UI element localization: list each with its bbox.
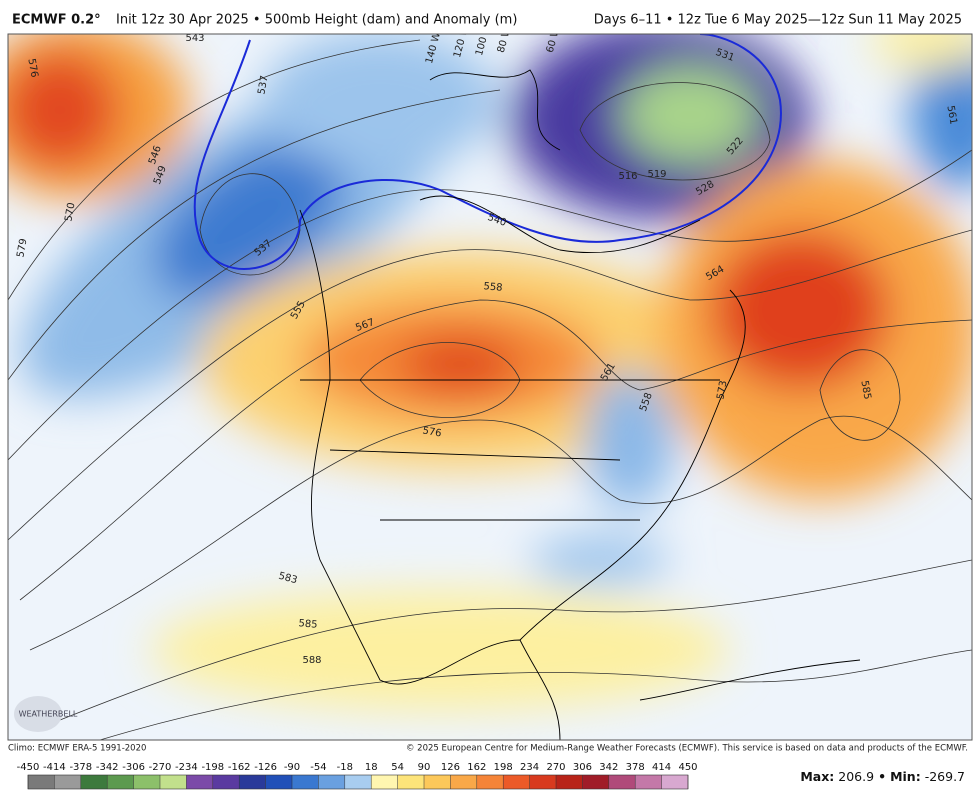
contour-label: 558 xyxy=(483,281,503,294)
colorbar-tick-label: -306 xyxy=(122,762,145,773)
stat-part: -269.7 xyxy=(925,769,965,784)
logo-text: WEATHERBELL xyxy=(19,710,78,719)
colorbar-tick-label: -342 xyxy=(96,762,119,773)
climo-note: Climo: ECMWF ERA-5 1991-2020 xyxy=(8,744,146,754)
colorbar-tick-label: 90 xyxy=(418,762,431,773)
colorbar-swatch xyxy=(556,775,583,789)
colorbar-tick-label: -54 xyxy=(310,762,326,773)
colorbar-tick-label: -18 xyxy=(337,762,353,773)
colorbar-swatch xyxy=(239,775,266,789)
stat-part: • xyxy=(878,769,886,784)
colorbar-swatch xyxy=(292,775,319,789)
contour-label: 573 xyxy=(715,380,729,401)
colorbar-tick-label: -162 xyxy=(228,762,251,773)
colorbar-tick-label: 162 xyxy=(467,762,486,773)
colorbar-tick-label: -378 xyxy=(69,762,92,773)
contour-label: 561 xyxy=(944,105,958,126)
colorbar-tick-label: -198 xyxy=(201,762,224,773)
contour-label: 537 xyxy=(256,75,270,96)
colorbar-tick-label: -270 xyxy=(149,762,172,773)
colorbar-swatch xyxy=(371,775,398,789)
contour-label: 519 xyxy=(647,169,666,180)
contour-label: 585 xyxy=(858,380,872,401)
colorbar-tick-label: -414 xyxy=(43,762,66,773)
colorbar-swatch xyxy=(28,775,55,789)
colorbar-swatch xyxy=(107,775,134,789)
map-subtitle: Init 12z 30 Apr 2025 • 500mb Height (dam… xyxy=(116,13,517,28)
map-frame xyxy=(7,33,973,741)
colorbar-swatch xyxy=(133,775,160,789)
colorbar-swatch xyxy=(503,775,530,789)
colorbar-swatch xyxy=(608,775,636,789)
contour-label: 583 xyxy=(277,571,298,587)
colorbar-swatch xyxy=(186,775,213,789)
colorbar-swatch xyxy=(80,775,108,789)
colorbar-tick-label: 126 xyxy=(441,762,460,773)
colorbar-tick-label: 378 xyxy=(626,762,645,773)
colorbar-tick-label: 18 xyxy=(365,762,378,773)
colorbar: -450 -414 -378 -342 -306 -270 -234 -198 -162 -126… xyxy=(17,762,698,790)
colorbar-swatch xyxy=(344,775,372,789)
colorbar-swatch xyxy=(265,775,292,789)
contour-label: 543 xyxy=(185,33,204,44)
valid-period: Days 6–11 • 12z Tue 6 May 2025—12z Sun 1… xyxy=(594,13,962,28)
colorbar-tick-label: 270 xyxy=(546,762,565,773)
stat-part: Max: xyxy=(800,769,834,784)
colorbar-swatch xyxy=(529,775,556,789)
colorbar-tick-label: 342 xyxy=(599,762,618,773)
colorbar-swatch xyxy=(635,775,662,789)
map: 5435765495465705795375375555675585405315… xyxy=(8,33,972,740)
colorbar-tick-label: 306 xyxy=(573,762,592,773)
colorbar-swatch xyxy=(450,775,477,789)
contour-label: 576 xyxy=(422,425,443,439)
colorbar-swatch xyxy=(424,775,451,789)
max-min-stats: Max: 206.9 • Min: -269.7 xyxy=(800,769,965,784)
colorbar-tick-label: -450 xyxy=(17,762,40,773)
colorbar-swatch xyxy=(661,775,688,789)
coastlines xyxy=(299,69,861,740)
contour-label: 585 xyxy=(298,618,318,631)
height-contours xyxy=(8,34,972,740)
model-name: ECMWF 0.2° xyxy=(12,13,101,28)
contour-label: 588 xyxy=(302,655,321,666)
colorbar-swatch xyxy=(160,775,187,789)
contour-label: 516 xyxy=(618,171,637,182)
stat-part: Min: xyxy=(890,769,921,784)
colorbar-tick-label: 198 xyxy=(494,762,513,773)
colorbar-tick-label: 54 xyxy=(391,762,404,773)
copyright: © 2025 European Centre for Medium-Range … xyxy=(406,744,968,754)
colorbar-swatch xyxy=(582,775,609,789)
colorbar-tick-label: -234 xyxy=(175,762,198,773)
colorbar-tick-label: -126 xyxy=(254,762,277,773)
colorbar-tick-label: -90 xyxy=(284,762,300,773)
colorbar-swatch xyxy=(212,775,240,789)
colorbar-swatch xyxy=(318,775,345,789)
colorbar-swatch xyxy=(397,775,424,789)
stat-part: 206.9 xyxy=(838,769,874,784)
logo-badge xyxy=(14,696,62,732)
colorbar-tick-label: 234 xyxy=(520,762,539,773)
colorbar-tick-label: 414 xyxy=(652,762,671,773)
colorbar-swatch xyxy=(54,775,81,789)
contour-label: 576 xyxy=(25,58,39,79)
contour-label: 570 xyxy=(63,202,77,223)
contour-label: 579 xyxy=(15,238,29,259)
colorbar-tick-label: 450 xyxy=(678,762,697,773)
colorbar-swatch xyxy=(476,775,504,789)
